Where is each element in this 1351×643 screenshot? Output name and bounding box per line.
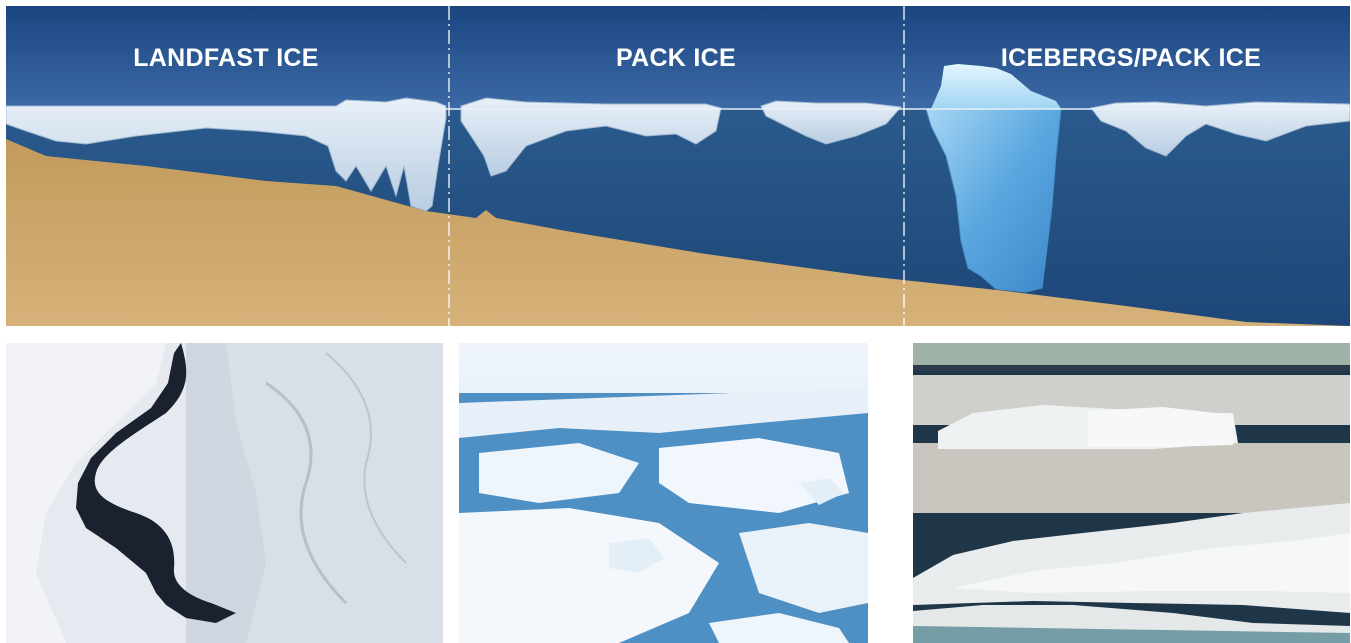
diagram-canvas	[5, 6, 1351, 326]
label-pack-ice: PACK ICE	[615, 44, 736, 72]
pack-ice-floe	[460, 97, 722, 177]
label-icebergs-pack-ice: ICEBERGS/PACK ICE	[1000, 44, 1262, 72]
landfast-ice	[5, 97, 447, 212]
pack-ice-floe	[1090, 101, 1351, 157]
iceberg-above-water	[931, 64, 1061, 109]
photo-landfast-ice	[6, 343, 443, 643]
seafloor	[6, 139, 1350, 326]
pack-ice-floe	[760, 100, 903, 145]
sky	[6, 6, 1350, 109]
label-landfast-ice: LANDFAST ICE	[133, 44, 319, 72]
photo-pack-ice	[459, 343, 868, 643]
photo-icebergs-pack-ice	[913, 343, 1350, 643]
ice-cross-section-diagram: LANDFAST ICE PACK ICE ICEBERGS/PACK ICE	[5, 6, 1351, 326]
iceberg-underwater	[925, 108, 1062, 293]
